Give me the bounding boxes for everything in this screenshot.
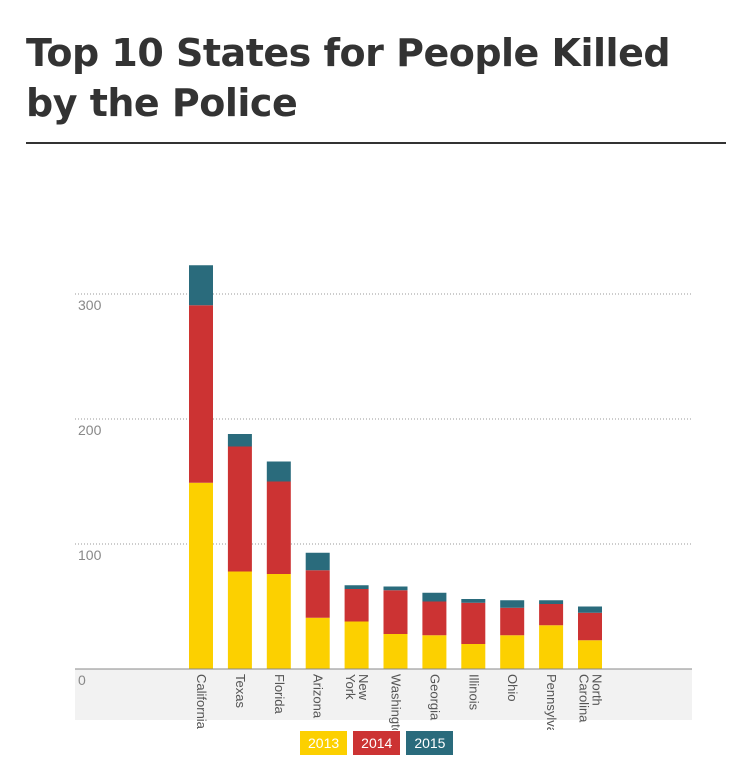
legend: 2013 2014 2015 xyxy=(300,731,454,755)
bar-pennsylvania-2013 xyxy=(539,625,564,669)
legend-item-2014: 2014 xyxy=(353,731,401,755)
grid-lines xyxy=(75,293,692,545)
x-label-line: Ohio xyxy=(505,674,520,701)
x-label-washington: Washingto xyxy=(389,674,404,730)
x-label-pennsylvania: Pennsylvar xyxy=(544,674,559,730)
legend-item-2013: 2013 xyxy=(300,731,348,755)
bar-texas-2013 xyxy=(227,571,252,669)
bar-washington-2013 xyxy=(383,634,408,669)
y-tick-label-300: 300 xyxy=(78,297,102,313)
bar-pennsylvania-2014 xyxy=(539,604,564,626)
x-label-line: York xyxy=(343,674,358,700)
x-label-line: Texas xyxy=(233,674,248,708)
x-label-arizona: Arizona xyxy=(311,674,326,719)
x-label-line: Georgia xyxy=(427,674,442,721)
x-label-line: Washingto xyxy=(389,674,404,730)
x-label-line: Illinois xyxy=(466,674,481,711)
bar-ohio-2013 xyxy=(500,635,525,669)
x-label-illinois: Illinois xyxy=(466,674,481,711)
bar-florida-2014 xyxy=(266,481,291,574)
bar-texas-2014 xyxy=(227,446,252,572)
bar-california-2014 xyxy=(189,305,213,483)
bar-north-carolina-2015 xyxy=(578,606,602,613)
x-label-georgia: Georgia xyxy=(427,674,442,721)
x-label-line: New xyxy=(356,674,371,701)
bar-pennsylvania-2015 xyxy=(539,600,564,604)
y-tick-label-0: 0 xyxy=(78,672,86,688)
bar-north-carolina-2013 xyxy=(578,640,602,669)
bars xyxy=(189,265,602,669)
x-axis-band xyxy=(75,669,692,720)
bar-washington-2015 xyxy=(383,586,408,591)
bar-arizona-2013 xyxy=(305,617,330,669)
bar-texas-2015 xyxy=(227,434,252,447)
bar-illinois-2014 xyxy=(461,602,486,644)
bar-new-york-2015 xyxy=(344,585,369,589)
y-tick-label-100: 100 xyxy=(78,547,102,563)
bar-california-2013 xyxy=(189,482,213,669)
x-label-california: California xyxy=(194,674,209,730)
bar-north-carolina-2014 xyxy=(578,612,602,641)
bar-california-2015 xyxy=(189,265,213,306)
x-label-texas: Texas xyxy=(233,674,248,708)
x-label-line: Florida xyxy=(272,674,287,715)
x-label-ohio: Ohio xyxy=(505,674,520,701)
bar-florida-2013 xyxy=(266,574,291,669)
x-label-line: North xyxy=(590,674,605,706)
x-label-line: Arizona xyxy=(311,674,326,719)
y-axis-tick-labels: 0 100 200 300 xyxy=(78,297,102,688)
bar-arizona-2015 xyxy=(305,552,330,571)
chart-title: Top 10 States for People Killed by the P… xyxy=(26,31,671,125)
bar-illinois-2015 xyxy=(461,599,486,603)
stacked-bar-chart: 0 100 200 300 California Texas Florida Arizona… xyxy=(75,265,692,730)
bar-new-york-2014 xyxy=(344,589,369,622)
x-label-line: Carolina xyxy=(577,674,592,723)
bar-florida-2015 xyxy=(266,461,291,482)
title-divider xyxy=(26,142,726,144)
bar-washington-2014 xyxy=(383,590,408,634)
bar-ohio-2015 xyxy=(500,600,525,608)
bar-ohio-2014 xyxy=(500,607,525,636)
legend-item-2015: 2015 xyxy=(406,731,454,755)
bar-georgia-2013 xyxy=(422,635,447,669)
bar-georgia-2015 xyxy=(422,592,447,602)
x-label-florida: Florida xyxy=(272,674,287,715)
y-tick-label-200: 200 xyxy=(78,422,102,438)
bar-arizona-2014 xyxy=(305,570,330,618)
x-label-line: Pennsylvar xyxy=(544,674,559,730)
bar-illinois-2013 xyxy=(461,644,486,669)
bar-new-york-2013 xyxy=(344,621,369,669)
x-label-line: California xyxy=(194,674,209,730)
bar-georgia-2014 xyxy=(422,601,447,636)
